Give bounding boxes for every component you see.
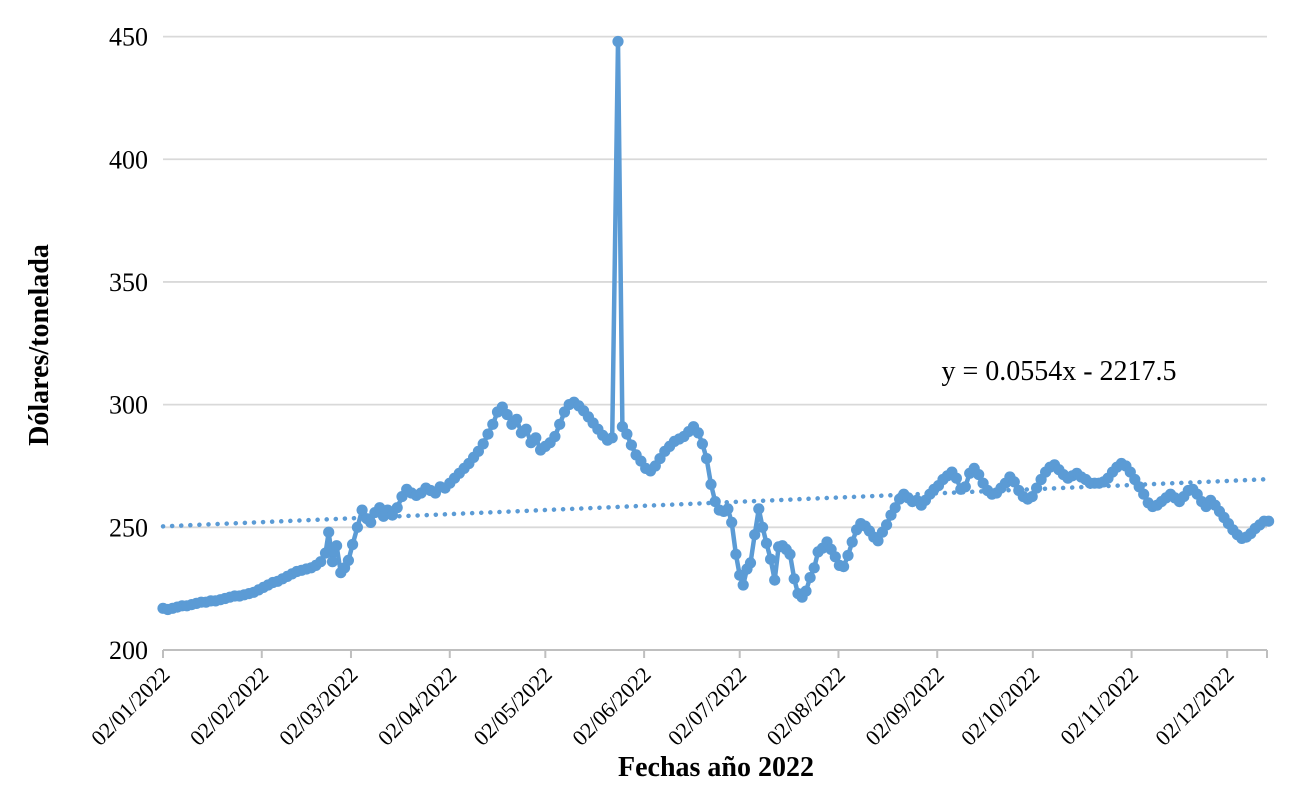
svg-text:02/06/2022: 02/06/2022 (567, 662, 656, 751)
x-tick-label: 02/02/2022 (185, 662, 274, 751)
data-point-marker (1263, 515, 1275, 527)
x-tick-label: 02/06/2022 (567, 662, 656, 751)
data-point-marker (959, 481, 971, 493)
data-point-marker (705, 478, 717, 490)
data-point-marker (347, 538, 359, 551)
data-point-marker (838, 561, 850, 573)
data-point-marker (726, 516, 738, 529)
data-point-marker (842, 549, 854, 562)
x-tick-label: 02/10/2022 (956, 662, 1045, 751)
data-point-marker (757, 521, 769, 533)
svg-text:02/09/2022: 02/09/2022 (860, 662, 949, 751)
svg-text:02/04/2022: 02/04/2022 (373, 662, 462, 751)
y-tick-label: 200 (109, 636, 148, 665)
data-point-marker (769, 574, 781, 586)
y-tick-label: 250 (109, 513, 148, 542)
y-tick-label: 300 (109, 391, 148, 420)
data-point-marker (1026, 491, 1038, 503)
data-point-marker (530, 432, 542, 444)
data-point-marker (1138, 488, 1150, 500)
data-point-marker (800, 585, 812, 597)
svg-text:02/01/2022: 02/01/2022 (86, 662, 175, 751)
data-point-marker (973, 469, 985, 481)
data-point-marker (696, 438, 709, 450)
data-point-marker (391, 502, 403, 514)
data-point-marker (788, 573, 800, 585)
svg-text:02/02/2022: 02/02/2022 (185, 662, 274, 751)
data-point-marker (950, 472, 963, 484)
data-point-marker (737, 579, 749, 591)
x-tick-label: 02/08/2022 (761, 662, 850, 751)
data-point-marker (356, 504, 368, 516)
data-point-marker (315, 556, 327, 568)
y-tick-label: 450 (109, 23, 148, 52)
data-point-marker (1031, 482, 1043, 494)
data-point-marker (722, 503, 734, 515)
x-tick-label: 02/03/2022 (274, 662, 363, 751)
series-line (160, 39, 1271, 612)
data-point-marker (520, 423, 532, 435)
data-point-marker (501, 408, 513, 421)
y-axis-title: Dólares/tonelada (24, 244, 55, 446)
data-point-marker (319, 547, 332, 559)
svg-text:02/03/2022: 02/03/2022 (274, 662, 363, 751)
data-point-marker (351, 521, 363, 533)
data-point-marker (701, 453, 713, 465)
data-point-marker (872, 535, 884, 547)
data-point-marker (1008, 476, 1020, 488)
svg-text:02/07/2022: 02/07/2022 (663, 662, 752, 751)
svg-text:02/11/2022: 02/11/2022 (1055, 662, 1143, 750)
x-tick-label: 02/09/2022 (860, 662, 949, 751)
x-tick-label: 02/05/2022 (468, 662, 557, 751)
data-point-marker (331, 540, 343, 552)
svg-text:02/10/2022: 02/10/2022 (956, 662, 1045, 751)
trendline (160, 476, 1270, 529)
x-axis-title: Fechas año 2022 (618, 752, 814, 783)
series-markers (157, 35, 1275, 616)
data-point-marker (477, 438, 489, 450)
y-tick-label: 350 (109, 268, 148, 297)
data-point-marker (487, 418, 499, 430)
svg-text:02/08/2022: 02/08/2022 (761, 662, 850, 751)
data-point-marker (482, 428, 494, 440)
data-point-marker (621, 428, 633, 440)
svg-text:02/12/2022: 02/12/2022 (1150, 662, 1239, 751)
data-point-marker (808, 562, 820, 574)
data-point-marker (612, 35, 624, 48)
data-point-marker (549, 430, 561, 443)
data-point-marker (709, 496, 721, 508)
data-point-marker (365, 516, 377, 529)
data-point-marker (753, 503, 765, 515)
data-point-marker (760, 537, 773, 549)
data-point-marker (326, 556, 339, 568)
data-point-marker (554, 418, 566, 430)
data-point-marker (342, 554, 354, 567)
x-tick-label: 02/01/2022 (86, 662, 175, 751)
data-point-marker (765, 553, 777, 565)
data-point-marker (734, 569, 746, 581)
data-point-marker (606, 432, 618, 444)
data-point-marker (889, 502, 901, 514)
data-point-marker (784, 548, 796, 560)
data-point-marker (846, 536, 858, 548)
x-tick-label: 02/12/2022 (1150, 662, 1239, 751)
x-tick-label: 02/11/2022 (1055, 662, 1143, 750)
data-point-marker (730, 548, 742, 560)
svg-text:02/05/2022: 02/05/2022 (468, 662, 557, 751)
data-point-marker (692, 427, 704, 439)
data-point-marker (804, 572, 816, 584)
data-point-marker (749, 529, 761, 541)
x-tick-label: 02/07/2022 (663, 662, 752, 751)
data-point-marker (511, 413, 523, 425)
x-tick-label: 02/04/2022 (373, 662, 462, 751)
data-point-marker (744, 557, 757, 569)
data-point-marker (881, 519, 893, 531)
trendline-equation: y = 0.0554x - 2217.5 (941, 356, 1177, 387)
y-tick-label: 400 (109, 145, 148, 174)
data-point-marker (323, 526, 335, 538)
data-point-marker (625, 439, 638, 451)
data-point-marker (829, 551, 841, 563)
